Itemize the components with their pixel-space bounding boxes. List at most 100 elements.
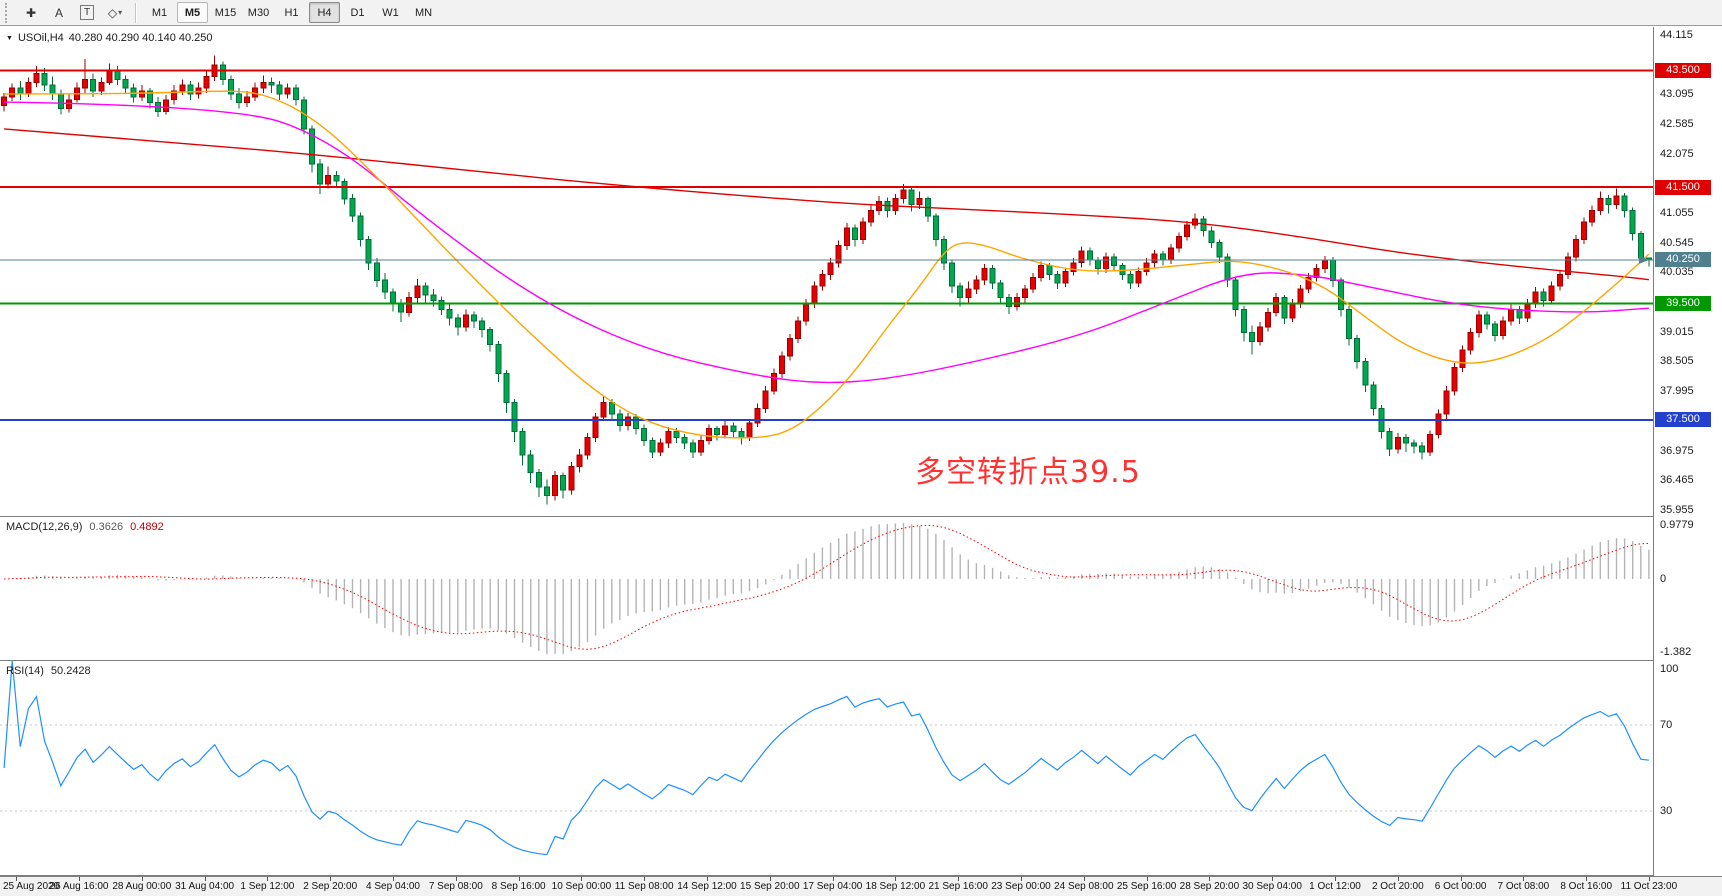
candle bbox=[479, 320, 486, 331]
candle bbox=[33, 73, 40, 83]
chart-plot-area[interactable] bbox=[0, 27, 1653, 516]
price-axis[interactable]: 44.115 43.095 42.585 42.075 41.055 40.545 40.0… bbox=[1653, 27, 1722, 876]
timeframe-button-h1[interactable]: H1 bbox=[284, 6, 299, 19]
time-axis-tick bbox=[330, 877, 332, 881]
time-axis-label: 30 Sep 04:00 bbox=[1242, 881, 1302, 892]
panel-separator[interactable] bbox=[0, 660, 1722, 661]
candle bbox=[860, 221, 866, 240]
price-axis-label: 36.975 bbox=[1660, 444, 1694, 457]
candle bbox=[1151, 253, 1158, 264]
timeframe-button-w1[interactable]: W1 bbox=[382, 6, 399, 19]
candle bbox=[146, 90, 153, 104]
candle bbox=[1508, 308, 1515, 322]
toolbar: ✚ A T ◇ ▾ M1 M5 M15 M30 H1 H4 D1 W1 MN bbox=[0, 0, 1722, 26]
candle bbox=[949, 262, 956, 287]
candle bbox=[754, 407, 761, 424]
chart-collapse-icon[interactable]: ▼ bbox=[6, 34, 13, 42]
toolbar-grip[interactable] bbox=[5, 2, 11, 23]
time-axis-tick bbox=[79, 877, 80, 881]
timeframe-button-mn[interactable]: MN bbox=[414, 6, 433, 19]
candle bbox=[179, 84, 186, 92]
time-axis[interactable]: 25 Aug 2020 26 Aug 16:00 28 Aug 00:00 31 Au… bbox=[0, 876, 1722, 896]
candle bbox=[333, 174, 340, 182]
candle bbox=[1548, 285, 1555, 302]
candle bbox=[122, 78, 129, 89]
text-label-tool-button[interactable]: T bbox=[74, 2, 100, 24]
draw-text-tool-button[interactable]: A bbox=[46, 2, 72, 24]
candle bbox=[1216, 241, 1223, 258]
candle bbox=[608, 402, 615, 415]
candle bbox=[203, 76, 210, 89]
candle bbox=[98, 81, 105, 92]
candle bbox=[1427, 434, 1434, 453]
timeframe-button-m5[interactable]: M5 bbox=[177, 2, 208, 23]
time-axis-tick bbox=[204, 877, 206, 881]
candle bbox=[41, 73, 48, 86]
time-axis-label: 24 Sep 08:00 bbox=[1054, 881, 1114, 892]
candle bbox=[17, 87, 24, 95]
candle bbox=[738, 431, 745, 438]
time-axis-label: 1 Sep 12:00 bbox=[240, 881, 295, 892]
candle bbox=[543, 486, 550, 497]
timeframe-button-m1[interactable]: M1 bbox=[151, 6, 168, 19]
macd-plot-area[interactable] bbox=[0, 517, 1653, 660]
timeframe-button-h4[interactable]: H4 bbox=[309, 2, 340, 23]
timeframe-button-d1[interactable]: D1 bbox=[350, 6, 365, 19]
toolbar-separator bbox=[135, 2, 137, 23]
candle bbox=[1354, 337, 1361, 363]
time-axis-tick bbox=[141, 877, 143, 881]
candle bbox=[114, 70, 121, 80]
price-axis-label: 42.585 bbox=[1660, 117, 1694, 130]
candle bbox=[1394, 436, 1401, 450]
rsi-plot-area[interactable] bbox=[0, 661, 1653, 875]
candle bbox=[633, 416, 640, 430]
candle bbox=[1605, 198, 1612, 205]
time-axis-tick bbox=[1460, 877, 1462, 881]
candle bbox=[787, 337, 793, 357]
macd-histogram bbox=[11, 523, 1650, 654]
panel-separator[interactable] bbox=[0, 516, 1722, 517]
price-axis-label: 40.545 bbox=[1660, 236, 1694, 249]
candle bbox=[560, 474, 567, 491]
candle bbox=[106, 70, 113, 83]
chart-annotation-text[interactable]: 多空转折点39.5 bbox=[915, 455, 1141, 490]
candle bbox=[1370, 384, 1377, 409]
candle bbox=[1346, 308, 1353, 339]
price-tag: 40.250 bbox=[1655, 252, 1711, 268]
candle bbox=[422, 285, 429, 296]
timeframe-button-m30[interactable]: M30 bbox=[247, 6, 270, 19]
candle bbox=[1257, 326, 1263, 342]
candle bbox=[495, 343, 502, 374]
candle bbox=[1500, 320, 1507, 337]
macd-title-bar: MACD(12,26,9) 0.3626 0.4892 bbox=[6, 521, 164, 533]
candle bbox=[665, 431, 672, 444]
candle bbox=[1070, 262, 1077, 273]
time-axis-label: 4 Sep 04:00 bbox=[366, 881, 420, 892]
candle bbox=[1046, 265, 1053, 275]
candle bbox=[138, 90, 145, 98]
crosshair-tool-button[interactable]: ✚ bbox=[18, 2, 44, 24]
shapes-tool-button[interactable]: ◇ ▾ bbox=[102, 2, 128, 24]
candle bbox=[600, 402, 607, 418]
candle bbox=[997, 282, 1004, 299]
candle bbox=[171, 90, 178, 101]
time-axis-tick bbox=[1335, 877, 1336, 881]
candle bbox=[811, 285, 818, 305]
candle bbox=[1143, 262, 1150, 273]
candle bbox=[851, 227, 858, 240]
candle bbox=[1492, 323, 1498, 336]
candle bbox=[487, 329, 494, 345]
candle bbox=[1273, 297, 1280, 313]
candle bbox=[90, 78, 97, 92]
candle bbox=[900, 189, 907, 200]
time-axis-label: 26 Aug 16:00 bbox=[49, 881, 109, 892]
candle bbox=[349, 198, 356, 217]
time-axis-label: 28 Sep 20:00 bbox=[1179, 881, 1240, 892]
candle bbox=[673, 431, 680, 438]
candle bbox=[568, 466, 575, 491]
candle bbox=[1167, 247, 1174, 261]
timeframe-button-m15[interactable]: M15 bbox=[214, 6, 237, 19]
time-axis-tick bbox=[16, 877, 18, 881]
candle bbox=[706, 428, 712, 441]
candle bbox=[438, 300, 445, 310]
